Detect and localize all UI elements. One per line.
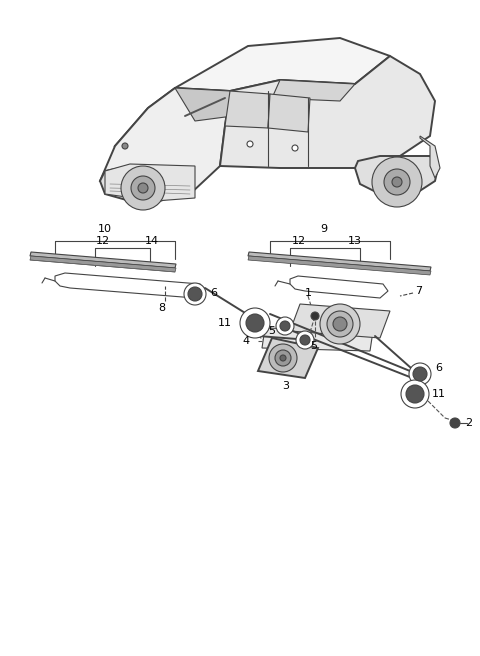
Polygon shape (262, 328, 373, 351)
Text: 10: 10 (98, 224, 112, 234)
Polygon shape (105, 164, 195, 201)
Circle shape (276, 317, 294, 335)
Circle shape (413, 367, 427, 381)
Text: 4: 4 (243, 336, 250, 346)
Text: 14: 14 (145, 236, 159, 246)
Polygon shape (175, 88, 248, 121)
Polygon shape (55, 273, 205, 298)
Polygon shape (290, 304, 390, 338)
Polygon shape (100, 88, 230, 194)
Text: 6: 6 (210, 288, 217, 298)
Circle shape (269, 344, 297, 372)
Circle shape (333, 317, 347, 331)
Circle shape (280, 321, 290, 331)
Polygon shape (355, 156, 438, 194)
Text: 7: 7 (415, 286, 422, 296)
Polygon shape (290, 276, 388, 298)
Circle shape (138, 183, 148, 193)
Text: 9: 9 (320, 224, 327, 234)
Polygon shape (268, 94, 310, 132)
Polygon shape (100, 166, 190, 201)
Text: 3: 3 (283, 381, 289, 391)
Text: 2: 2 (465, 418, 472, 428)
Circle shape (384, 169, 410, 195)
Text: 11: 11 (218, 318, 232, 328)
Polygon shape (30, 256, 176, 272)
Circle shape (292, 145, 298, 151)
Polygon shape (248, 252, 431, 271)
Text: 13: 13 (348, 236, 362, 246)
Polygon shape (220, 56, 435, 168)
Circle shape (401, 380, 429, 408)
Text: 6: 6 (435, 363, 442, 373)
Polygon shape (258, 338, 318, 378)
Circle shape (188, 287, 202, 301)
Circle shape (296, 331, 314, 349)
Polygon shape (175, 38, 390, 91)
Polygon shape (248, 256, 431, 275)
Circle shape (246, 314, 264, 332)
Circle shape (392, 177, 402, 187)
Circle shape (409, 363, 431, 385)
Text: 12: 12 (292, 236, 306, 246)
Circle shape (280, 355, 286, 361)
Circle shape (450, 418, 460, 428)
Circle shape (184, 283, 206, 305)
Circle shape (300, 335, 310, 345)
Polygon shape (115, 88, 248, 166)
Text: 5: 5 (310, 341, 317, 351)
Circle shape (327, 311, 353, 337)
Circle shape (247, 141, 253, 147)
Polygon shape (30, 252, 176, 268)
Circle shape (121, 166, 165, 210)
Circle shape (240, 308, 270, 338)
Circle shape (131, 176, 155, 200)
Circle shape (320, 304, 360, 344)
Polygon shape (272, 80, 355, 101)
Text: 12: 12 (96, 236, 110, 246)
Text: 11: 11 (432, 389, 446, 399)
Circle shape (122, 143, 128, 149)
Circle shape (311, 312, 319, 320)
Text: 1: 1 (305, 288, 312, 298)
Polygon shape (225, 91, 270, 128)
Circle shape (406, 385, 424, 403)
Circle shape (275, 350, 291, 366)
Polygon shape (420, 136, 440, 178)
Text: 5: 5 (268, 326, 275, 336)
Circle shape (372, 157, 422, 207)
Text: 8: 8 (158, 303, 166, 313)
